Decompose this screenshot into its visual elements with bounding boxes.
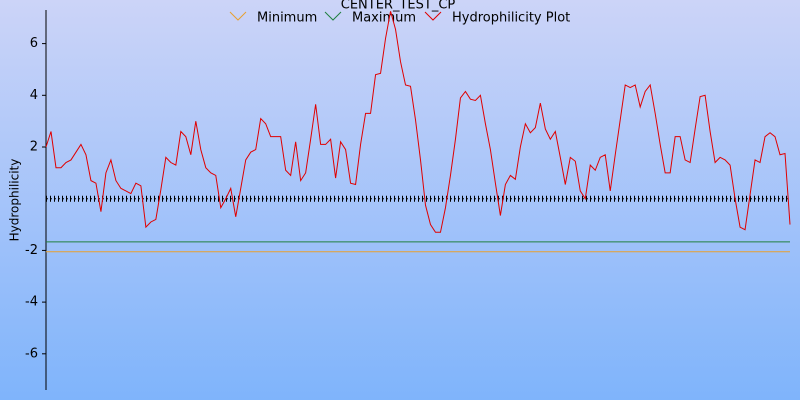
- y-tick-label: 6: [30, 36, 38, 51]
- y-tick-label: 2: [30, 140, 38, 155]
- y-axis-label: Hydrophilicity: [8, 159, 22, 242]
- y-tick-label: -4: [25, 295, 38, 310]
- y-tick-label: 4: [30, 88, 38, 103]
- legend-label: Minimum: [257, 11, 317, 26]
- chart-title: CENTER_TEST_CP: [341, 0, 456, 13]
- legend-icon: [229, 11, 247, 21]
- legend-label: Hydrophilicity Plot: [452, 11, 570, 26]
- legend-icon: [324, 11, 342, 21]
- y-tick-label: -6: [25, 346, 38, 361]
- data-line: [45, 11, 791, 233]
- legend-icon: [424, 11, 442, 21]
- legend-label: Maximum: [352, 11, 416, 26]
- y-tick-label: -2: [25, 243, 38, 258]
